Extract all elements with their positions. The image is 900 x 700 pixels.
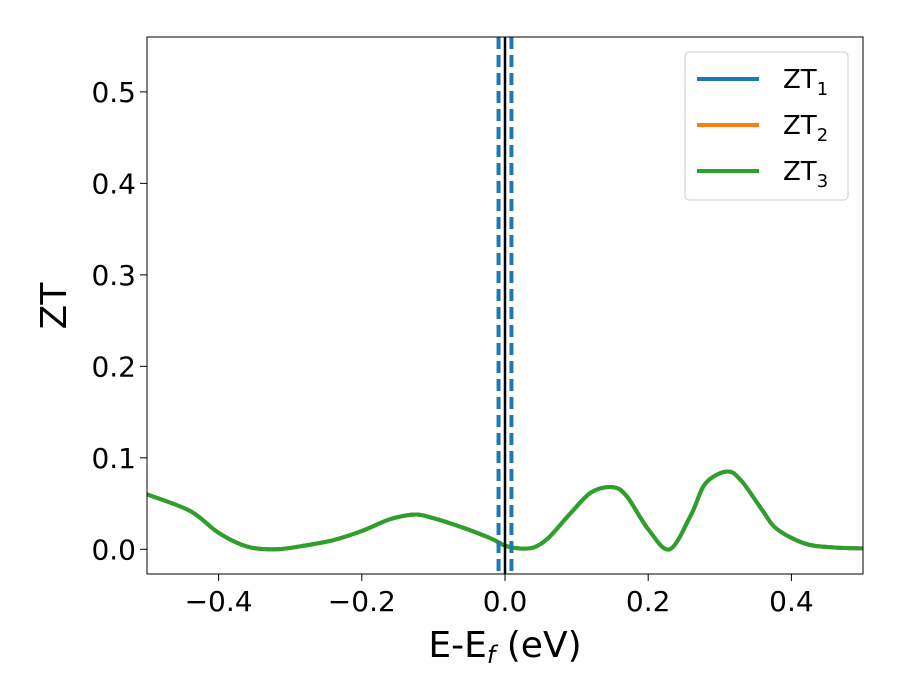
series-line-zt3 [147, 469, 863, 552]
legend-label-zt1: ZT1 [783, 65, 828, 100]
x-tick-label: 0.0 [483, 585, 528, 618]
x-axis-title: E-Ef (eV) [428, 625, 581, 669]
x-tick-label: 0.2 [626, 585, 671, 618]
y-tick-label: 0.0 [91, 533, 136, 566]
y-tick-label: 0.5 [91, 76, 136, 109]
legend-label-zt2: ZT2 [783, 111, 828, 146]
y-axis-title: ZT [34, 282, 75, 330]
y-tick-label: 0.4 [91, 167, 136, 200]
y-tick-label: 0.1 [91, 442, 136, 475]
x-tick-label: 0.4 [769, 585, 814, 618]
y-tick-label: 0.3 [91, 259, 136, 292]
x-tick-label: −0.4 [185, 585, 253, 618]
legend-label-zt3: ZT3 [783, 157, 828, 192]
x-tick-label: −0.2 [328, 585, 396, 618]
legend-box [684, 51, 849, 201]
y-tick-label: 0.2 [91, 350, 136, 383]
legend: ZT1 ZT2 ZT3 [684, 51, 849, 201]
